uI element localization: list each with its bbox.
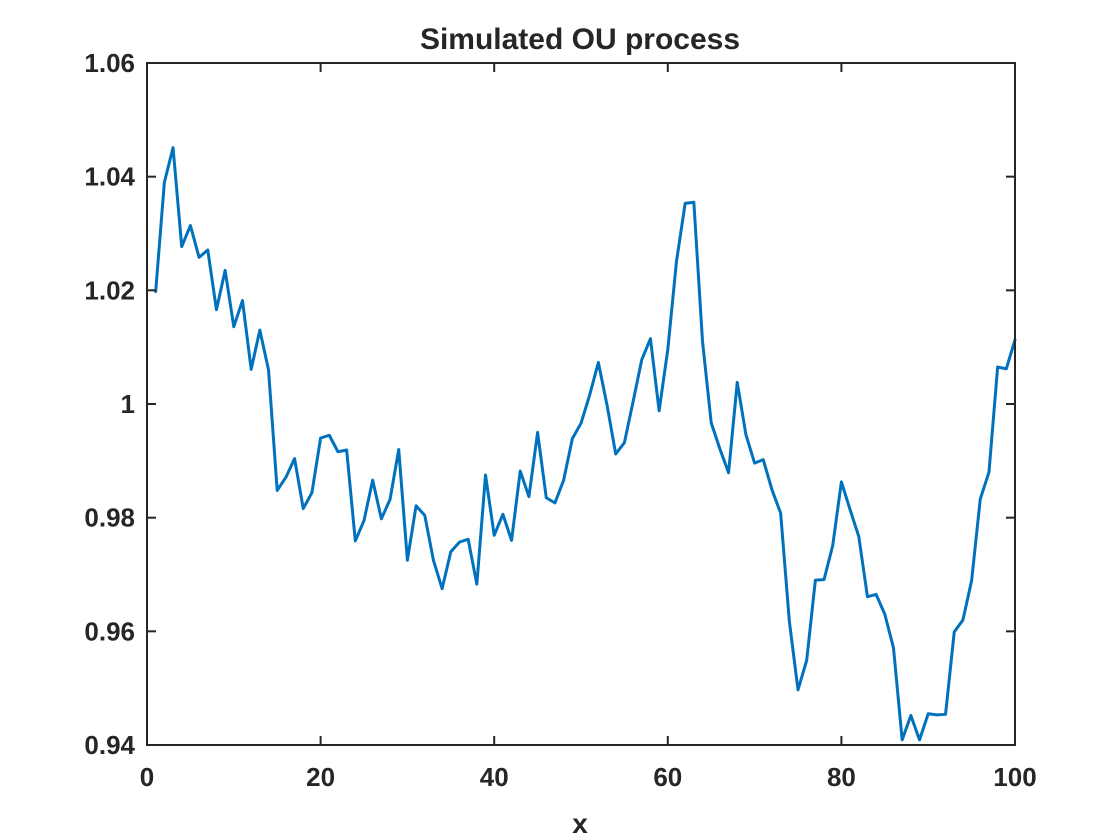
series-line-0 [154, 146, 1017, 742]
x-tick-label: 40 [480, 762, 509, 792]
y-tick-label: 1.02 [84, 275, 135, 305]
series-layer [154, 146, 1017, 742]
x-tick-label: 100 [993, 762, 1036, 792]
axes-layer: 0 20 40 60 80 100 0.94 0.96 0.98 1 1.02 1.04 1.06 [84, 48, 1036, 792]
y-tick-label: 0.98 [84, 503, 135, 533]
x-axis-label: x [572, 808, 588, 839]
x-tick-label: 20 [306, 762, 335, 792]
y-tick-label: 0.94 [84, 730, 135, 760]
x-tick-label: 60 [653, 762, 682, 792]
x-tick-label: 80 [827, 762, 856, 792]
chart-title: Simulated OU process [420, 23, 740, 56]
x-tick-label: 0 [140, 762, 154, 792]
y-tick-label: 1 [121, 389, 135, 419]
y-tick-label: 1.06 [84, 48, 135, 78]
plot-area: 0 20 40 60 80 100 0.94 0.96 0.98 1 1.02 1.04 1.06 [84, 48, 1036, 792]
y-tick-label: 0.96 [84, 616, 135, 646]
y-tick-label: 1.04 [84, 162, 135, 192]
